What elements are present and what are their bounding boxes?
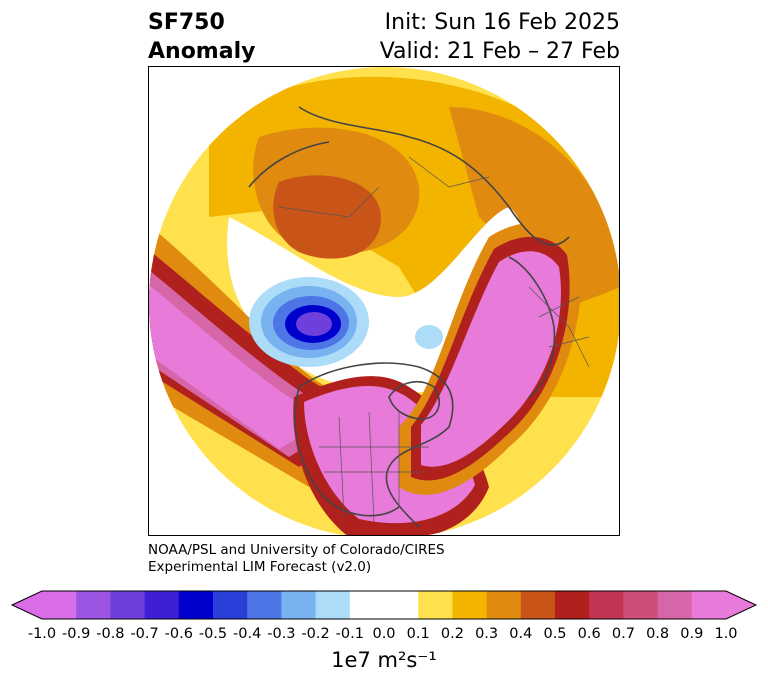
colorbar-tick-label: 0.2	[440, 626, 464, 642]
colorbar-cell	[281, 591, 317, 619]
colorbar	[10, 590, 758, 620]
credit-line-2: Experimental LIM Forecast (v2.0)	[148, 559, 372, 575]
colorbar-cell	[555, 591, 590, 619]
colorbar-cell	[247, 591, 282, 619]
colorbar-cell	[42, 591, 77, 619]
negative-anomaly-alaska-bering	[296, 312, 332, 336]
title-field: Anomaly	[148, 39, 256, 64]
colorbar-tick-label: -1.0	[27, 626, 57, 642]
colorbar-tick-label: 0.0	[372, 626, 396, 642]
colorbar-cell	[623, 591, 659, 619]
colorbar-cells	[10, 590, 758, 620]
colorbar-tick-label: -0.3	[267, 626, 296, 642]
credit-line-1: NOAA/PSL and University of Colorado/CIRE…	[148, 542, 445, 558]
colorbar-tick-label: 0.4	[509, 626, 533, 642]
colorbar-cell	[452, 591, 488, 619]
colorbar-cell	[384, 591, 419, 619]
colorbar-tick-label: -0.1	[335, 626, 364, 642]
colorbar-cell	[657, 591, 693, 619]
polar-stereographic-map	[149, 67, 619, 535]
strong-positive-anomaly-north-atlantic-europe	[421, 251, 561, 467]
colorbar-cell	[144, 591, 180, 619]
credit: NOAA/PSL and University of Colorado/CIRE…	[148, 542, 445, 576]
colorbar-cell	[486, 591, 522, 619]
colorbar-tick-label: 0.5	[543, 626, 567, 642]
colorbar-cell	[520, 591, 556, 619]
colorbar-tick-label: 0.7	[611, 626, 635, 642]
valid-range: Valid: 21 Feb – 27 Feb	[379, 39, 620, 64]
colorbar-tick-label: 0.3	[475, 626, 499, 642]
colorbar-tick-label: -0.5	[198, 626, 228, 642]
colorbar-units: 1e7 m²s⁻¹	[331, 648, 437, 672]
colorbar-tick-label: 0.1	[406, 626, 430, 642]
borders	[278, 156, 590, 523]
colorbar-cell	[76, 591, 111, 619]
init-date: Init: Sun 16 Feb 2025	[384, 10, 620, 35]
coastlines	[248, 106, 570, 528]
colorbar-tick-label: -0.2	[301, 626, 330, 642]
colorbar-tick-label: 0.9	[680, 626, 704, 642]
colorbar-tick-label: -0.8	[96, 626, 125, 642]
colorbar-outline	[10, 590, 758, 620]
title-variable: SF750	[148, 10, 225, 35]
colorbar-cell	[213, 591, 248, 619]
colorbar-cell	[315, 591, 351, 619]
colorbar-tick-label: -0.6	[164, 626, 193, 642]
colorbar-cell	[691, 591, 727, 619]
strong-positive-anomaly-north-pacific	[149, 277, 334, 449]
colorbar-cell	[178, 591, 214, 619]
colorbar-extend-max	[726, 591, 756, 619]
colorbar-extend-min	[12, 591, 42, 619]
colorbar-cell	[349, 591, 385, 619]
moderate-positive-anomaly-siberia	[273, 175, 381, 259]
colorbar-cell	[589, 591, 624, 619]
colorbar-tick-label: 1.0	[714, 626, 738, 642]
colorbar-tick-label: -0.7	[130, 626, 159, 642]
anomaly--0.2-greenland	[415, 325, 443, 349]
title-dates-block: Init: Sun 16 Feb 2025 Valid: 21 Feb – 27…	[330, 8, 620, 66]
map-panel	[148, 66, 620, 536]
colorbar-tick-label: -0.9	[62, 626, 91, 642]
colorbar-tick-label: -0.4	[233, 626, 262, 642]
title-variable-block: SF750 Anomaly	[148, 8, 255, 66]
colorbar-tick-label: 0.6	[577, 626, 601, 642]
colorbar-tick-label: 0.8	[646, 626, 670, 642]
colorbar-cell	[418, 591, 453, 619]
colorbar-cell	[110, 591, 146, 619]
